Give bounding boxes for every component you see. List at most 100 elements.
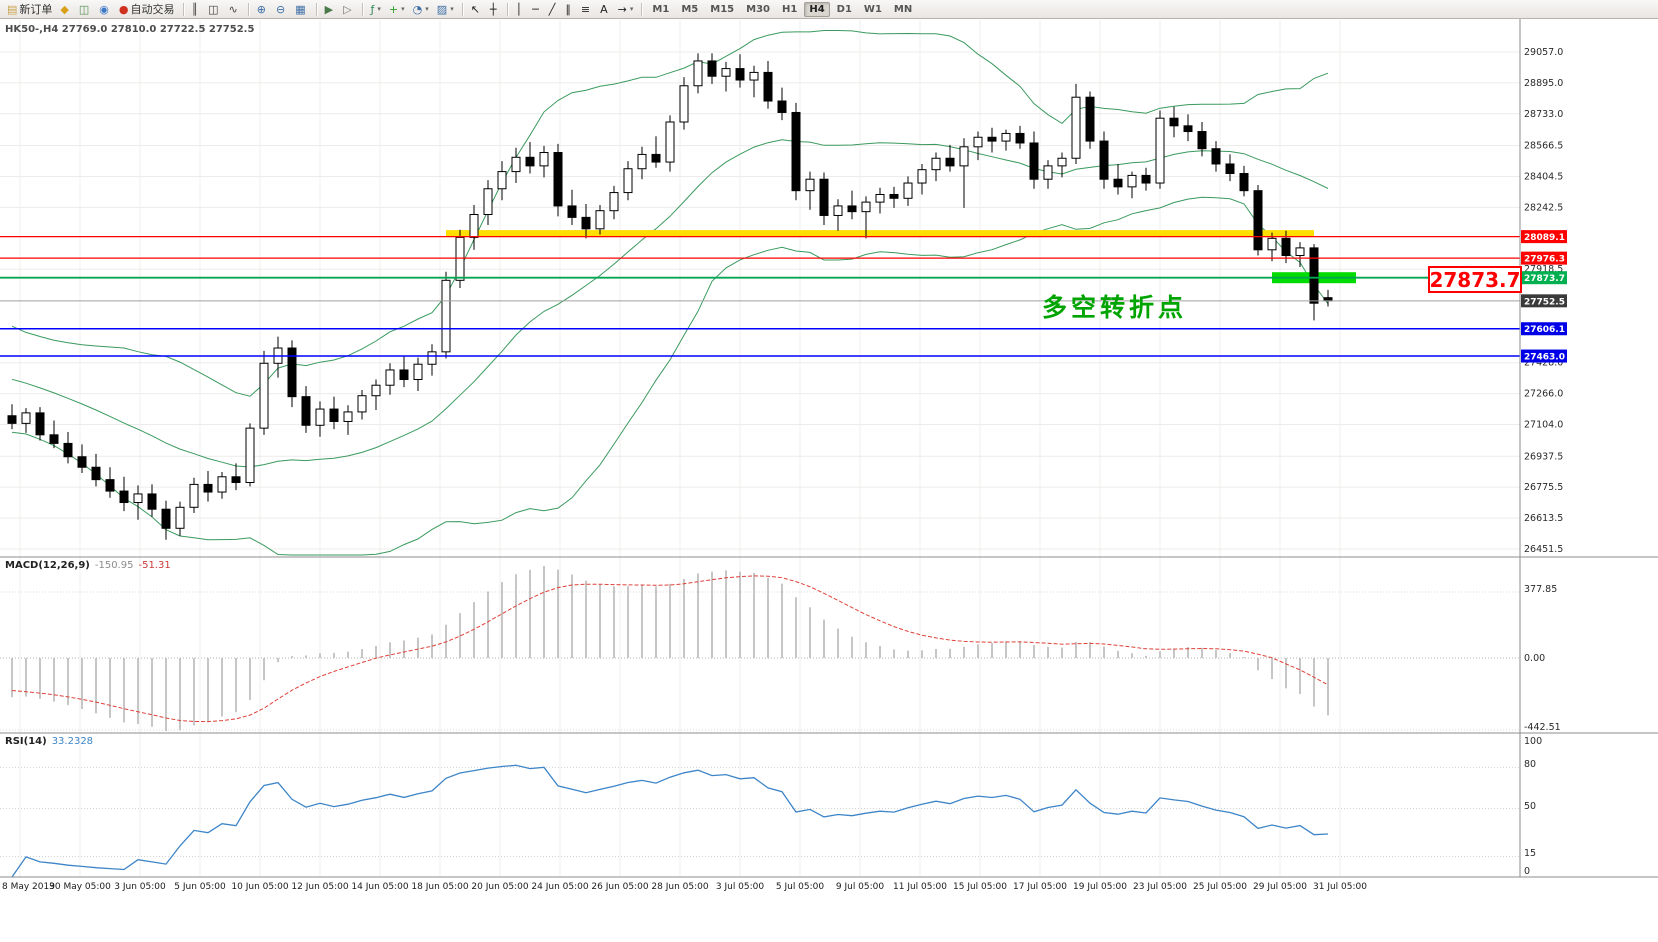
fibonacci-icon[interactable]: ≡	[577, 1, 596, 18]
chart-shift-icon[interactable]: ▷	[339, 1, 357, 18]
timeframe-d1[interactable]: D1	[836, 3, 852, 15]
chart-shift-icon-icon: ▷	[343, 2, 352, 16]
svg-text:29057.0: 29057.0	[1524, 47, 1563, 58]
channel-icon[interactable]: ∥	[561, 1, 577, 18]
auto-scroll-icon-icon: ▶	[324, 2, 334, 16]
refresh-icon-icon: ◉	[99, 2, 109, 16]
channel-icon-icon: ∥	[565, 2, 571, 16]
timeframe-h4[interactable]: H4	[804, 1, 830, 17]
period-clock-icon[interactable]: ◔ ▾	[409, 1, 433, 18]
horizontal-line-icon[interactable]: ─	[528, 1, 545, 18]
svg-text:0: 0	[1524, 866, 1530, 877]
svg-text:27976.3: 27976.3	[1524, 255, 1565, 265]
svg-text:10 Jun 05:00: 10 Jun 05:00	[231, 882, 288, 892]
svg-text:28089.1: 28089.1	[1524, 233, 1565, 243]
toolbar-separator	[461, 2, 463, 16]
chart-annotation-text: 多空转折点	[1042, 293, 1188, 322]
svg-text:377.85: 377.85	[1524, 584, 1557, 595]
svg-text:27266.0: 27266.0	[1524, 389, 1563, 400]
svg-text:26937.5: 26937.5	[1524, 451, 1563, 462]
sound-alert-icon[interactable]: ◆	[56, 1, 74, 18]
auto-trading-button-label: 自动交易	[130, 3, 175, 16]
chart-window-icon[interactable]: ◫	[75, 1, 95, 18]
chart-window-icon-icon: ◫	[78, 2, 90, 16]
svg-text:28 Jun 05:00: 28 Jun 05:00	[651, 882, 708, 892]
svg-text:11 Jul 05:00: 11 Jul 05:00	[893, 882, 947, 892]
time-axis[interactable]	[0, 877, 1520, 902]
tile-windows-icon-icon: ▦	[295, 2, 306, 16]
tile-windows-icon[interactable]: ▦	[291, 1, 311, 18]
bar-chart-icon[interactable]: ║	[188, 1, 205, 18]
toolbar-separator	[361, 2, 363, 16]
toolbar-separator	[506, 2, 508, 16]
svg-text:3 Jun 05:00: 3 Jun 05:00	[114, 882, 166, 892]
svg-text:17 Jul 05:00: 17 Jul 05:00	[1013, 882, 1067, 892]
svg-text:20 Jun 05:00: 20 Jun 05:00	[471, 882, 528, 892]
zoom-in-icon-icon: ⊕	[256, 2, 266, 16]
svg-text:12 Jun 05:00: 12 Jun 05:00	[291, 882, 348, 892]
line-chart-icon[interactable]: ∿	[225, 1, 244, 18]
add-indicator-icon[interactable]: + ▾	[385, 1, 409, 18]
zoom-in-icon[interactable]: ⊕	[253, 1, 272, 18]
timeframe-h1[interactable]: H1	[782, 3, 798, 15]
svg-text:14 Jun 05:00: 14 Jun 05:00	[351, 882, 408, 892]
zoom-out-icon[interactable]: ⊖	[272, 1, 291, 18]
new-order-button[interactable]: ▤ 新订单	[3, 1, 56, 18]
svg-text:24 Jun 05:00: 24 Jun 05:00	[531, 882, 588, 892]
horizontal-line-icon-icon: ─	[532, 2, 539, 16]
vertical-line-icon[interactable]: │	[512, 1, 529, 18]
arrows-icon[interactable]: → ▾	[614, 1, 638, 18]
trendline-icon[interactable]: ╱	[545, 1, 562, 18]
templates-icon[interactable]: ▨ ▾	[433, 1, 458, 18]
toolbar-separator	[247, 2, 249, 16]
refresh-icon[interactable]: ◉	[95, 1, 115, 18]
svg-text:100: 100	[1524, 736, 1542, 747]
crosshair-icon[interactable]: ┼	[486, 1, 503, 18]
timeframe-mn[interactable]: MN	[893, 3, 913, 15]
svg-text:28733.0: 28733.0	[1524, 109, 1563, 120]
svg-text:5 Jun 05:00: 5 Jun 05:00	[174, 882, 226, 892]
timeframe-m15[interactable]: M15	[710, 3, 735, 15]
svg-text:23 Jul 05:00: 23 Jul 05:00	[1133, 882, 1187, 892]
svg-text:30 May 05:00: 30 May 05:00	[49, 882, 111, 892]
line-chart-icon-icon: ∿	[228, 2, 238, 16]
chevron-down-icon: ▾	[377, 5, 381, 13]
price-scale[interactable]	[1520, 19, 1658, 877]
candlestick-chart-icon[interactable]: ◫	[204, 1, 224, 18]
bar-chart-icon-icon: ║	[191, 2, 199, 16]
indicators-icon-icon: ƒ	[370, 2, 375, 16]
macd-main-value: -150.95	[94, 560, 134, 571]
timeframe-m1[interactable]: M1	[652, 3, 670, 15]
timeframe-w1[interactable]: W1	[863, 3, 882, 15]
sound-alert-icon-icon: ◆	[60, 2, 69, 16]
svg-text:50: 50	[1524, 801, 1536, 812]
svg-text:5 Jul 05:00: 5 Jul 05:00	[776, 882, 825, 892]
svg-text:27606.1: 27606.1	[1524, 325, 1565, 335]
svg-text:28242.5: 28242.5	[1524, 202, 1563, 213]
text-label-icon[interactable]: A	[596, 1, 614, 18]
new-order-button-label: 新订单	[19, 3, 53, 16]
chart-ohlc-title-text: HK50-,H4 27769.0 27810.0 27722.5 27752.5	[5, 24, 255, 35]
svg-text:26451.5: 26451.5	[1524, 544, 1563, 555]
arrows-icon-icon: →	[617, 2, 627, 16]
new-order-icon: ▤	[7, 2, 18, 16]
timeframe-m30[interactable]: M30	[746, 3, 770, 15]
timeframe-m5[interactable]: M5	[681, 3, 699, 15]
rsi-name: RSI(14)	[5, 736, 47, 747]
svg-text:0.00: 0.00	[1524, 653, 1545, 664]
add-indicator-icon-icon: +	[388, 2, 399, 16]
svg-text:26613.5: 26613.5	[1524, 513, 1563, 524]
svg-text:26775.5: 26775.5	[1524, 482, 1563, 493]
cursor-icon[interactable]: ↖	[467, 1, 486, 18]
chart-ohlc-title: HK50-,H4 27769.0 27810.0 27722.5 27752.5	[5, 24, 254, 35]
candlestick-chart-icon-icon: ◫	[208, 2, 219, 16]
indicators-icon[interactable]: ƒ ▾	[367, 1, 385, 18]
toolbar-separator	[641, 2, 643, 16]
auto-scroll-icon[interactable]: ▶	[321, 1, 339, 18]
auto-trading-button[interactable]: ● 自动交易	[115, 1, 179, 18]
svg-text:27752.5: 27752.5	[1524, 297, 1565, 307]
svg-text:15 Jul 05:00: 15 Jul 05:00	[953, 882, 1007, 892]
macd-signal-value: -51.31	[138, 560, 171, 571]
